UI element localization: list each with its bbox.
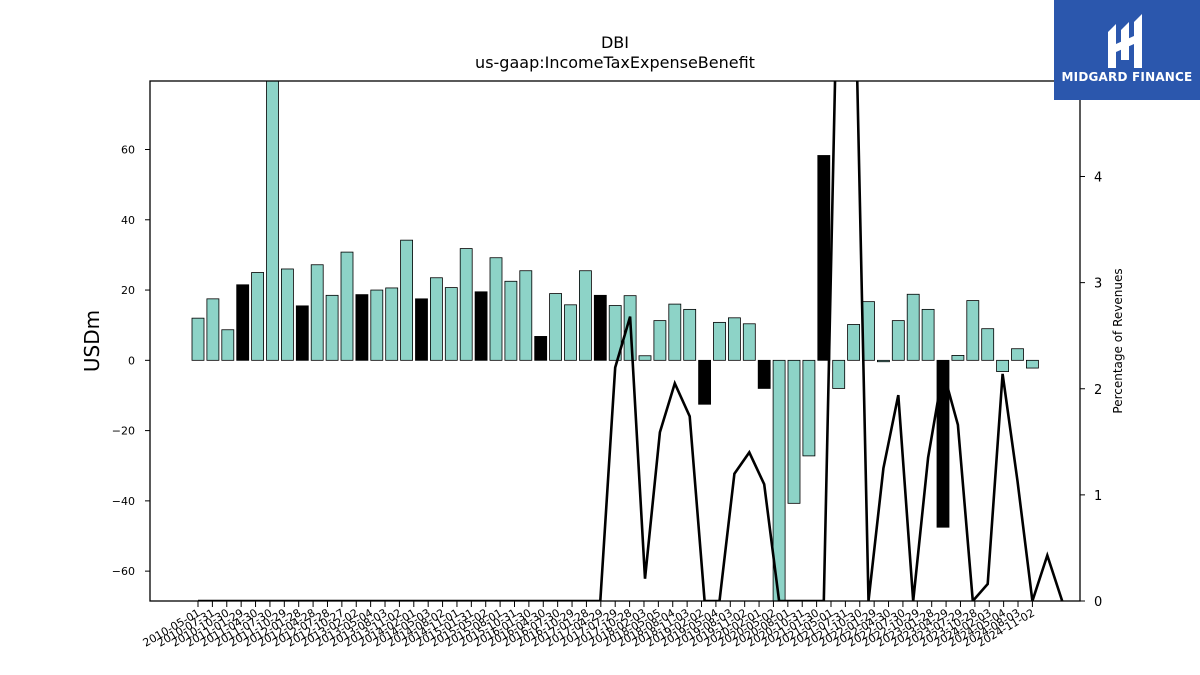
y-tick-label: 20 (121, 284, 135, 297)
bar (295, 305, 309, 361)
bar (653, 320, 667, 361)
bar (891, 320, 905, 361)
bar (444, 287, 458, 361)
bar (266, 81, 279, 361)
y-tick-label: 60 (121, 144, 135, 157)
bar (1026, 359, 1039, 369)
y-tick-label: 0 (128, 354, 135, 367)
bar (251, 272, 265, 361)
logo-mark-icon (1108, 14, 1142, 68)
bar (355, 294, 369, 361)
bar (429, 277, 443, 361)
bar (966, 300, 980, 361)
bar (981, 328, 995, 361)
y2-tick-label: 3 (1094, 277, 1102, 292)
bar (877, 359, 890, 363)
y2-tick-label: 2 (1094, 383, 1102, 398)
y2-tick-label: 0 (1094, 595, 1102, 610)
bar (340, 251, 354, 361)
bar (742, 323, 756, 361)
bar (728, 317, 741, 361)
bar (221, 329, 235, 361)
chart-subtitle: us-gaap:IncomeTaxExpenseBenefit (475, 53, 755, 72)
bar (921, 308, 935, 361)
x-axis: 2010-05-012010-07-312010-10-302011-01-29… (141, 601, 1037, 650)
bar (504, 280, 518, 361)
y-tick-label: −20 (112, 425, 135, 438)
bar (1011, 348, 1024, 361)
y2-tick-label: 1 (1094, 489, 1102, 504)
bar (817, 155, 831, 361)
bar (802, 359, 816, 457)
bar (400, 239, 414, 361)
y-tick-label: 40 (121, 214, 135, 227)
y2-axis-label: Percentage of Revenues (1111, 268, 1125, 413)
bar (310, 264, 324, 361)
logo-text: MIDGARD FINANCE (1062, 70, 1193, 84)
bar (638, 355, 652, 361)
bar (713, 321, 726, 361)
bar (489, 257, 503, 361)
bar (534, 336, 548, 361)
bar (847, 324, 860, 361)
bar (668, 303, 682, 361)
y-tick-label: −60 (112, 565, 135, 578)
logo: MIDGARD FINANCE (1054, 0, 1200, 100)
bar (698, 359, 711, 405)
right-axis: 0 1 2 3 4 (1080, 171, 1102, 610)
bar (832, 359, 846, 389)
bar (936, 359, 950, 528)
bar (415, 298, 428, 361)
bar (579, 270, 592, 361)
y-axis-label: USDm (80, 310, 104, 372)
bars-group (191, 81, 1039, 601)
bar (474, 291, 488, 361)
bar (370, 289, 384, 361)
bar (996, 359, 1009, 372)
bar (236, 284, 250, 361)
bar (325, 294, 339, 361)
bar (549, 293, 562, 361)
left-axis: −60 −40 −20 0 20 40 60 (112, 144, 150, 578)
bar (951, 355, 965, 361)
bar (593, 294, 607, 361)
y-tick-label: −40 (112, 495, 135, 508)
bar (564, 304, 577, 361)
bar (206, 298, 220, 361)
bar (191, 317, 205, 361)
bar (519, 270, 533, 361)
bar (906, 293, 920, 361)
bar (757, 359, 771, 389)
pct-revenue-line-group (198, 81, 1064, 601)
bar (787, 359, 801, 504)
bar (280, 268, 294, 361)
bar (608, 305, 622, 361)
y2-tick-label: 4 (1094, 171, 1102, 186)
bar (385, 287, 399, 361)
bar (459, 248, 473, 361)
pct-revenue-line (198, 81, 1064, 601)
chart-title: DBI (601, 33, 629, 52)
bar (683, 308, 697, 361)
